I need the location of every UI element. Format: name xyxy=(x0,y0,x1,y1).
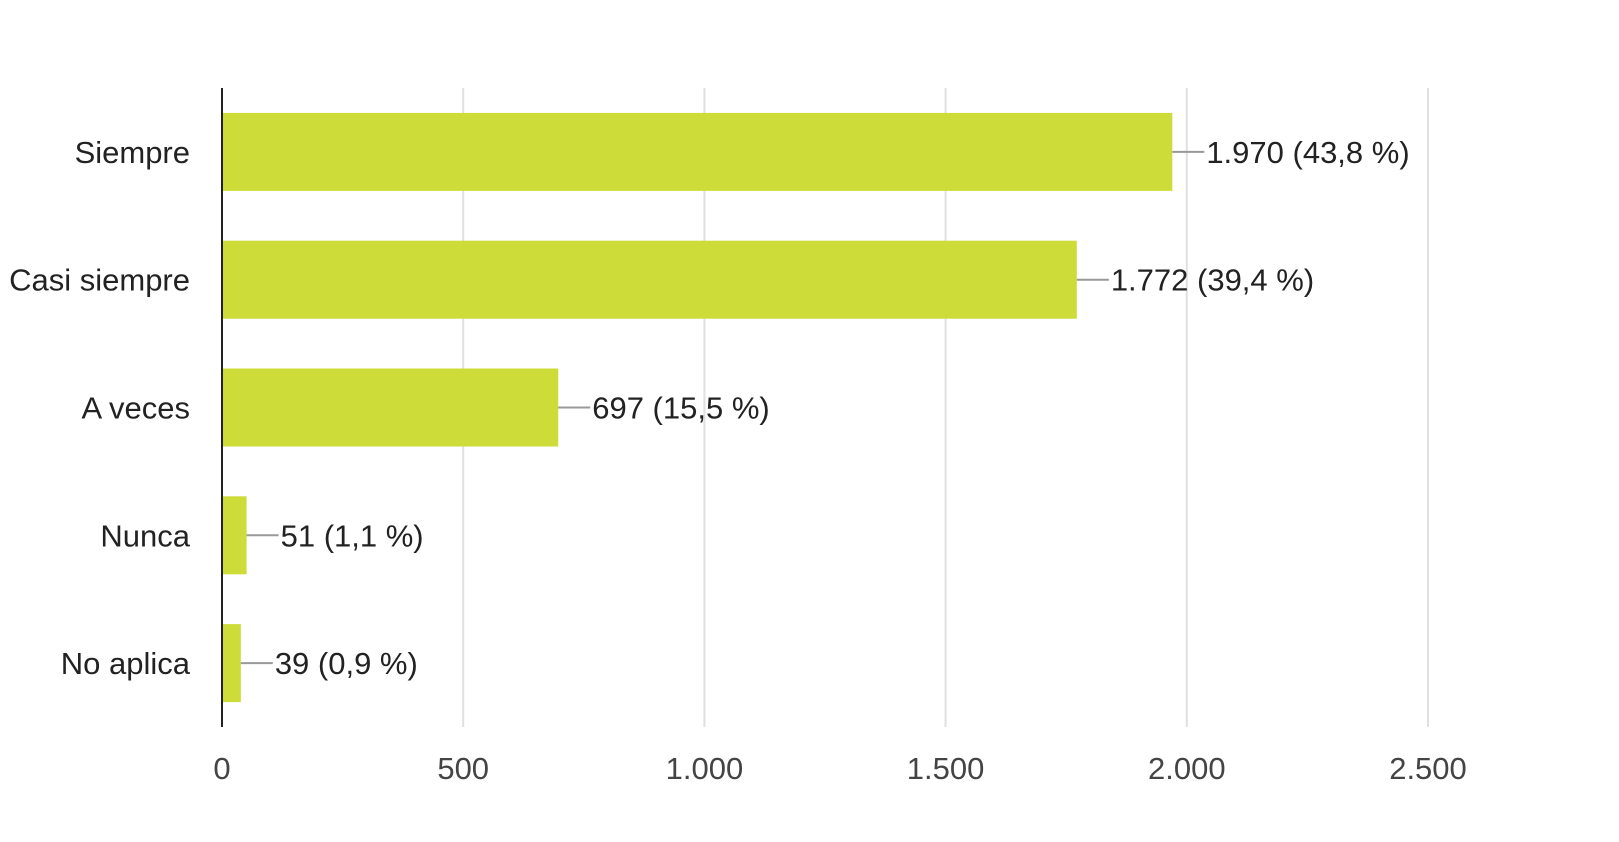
category-label: A veces xyxy=(81,391,190,426)
data-label: 1.772 (39,4 %) xyxy=(1111,263,1314,298)
category-label: Casi siempre xyxy=(9,263,190,298)
x-tick-label: 0 xyxy=(213,751,230,786)
bar xyxy=(222,496,247,575)
data-label: 39 (0,9 %) xyxy=(275,646,418,681)
bar xyxy=(222,368,559,447)
data-label: 697 (15,5 %) xyxy=(592,391,770,426)
data-label: 1.970 (43,8 %) xyxy=(1206,135,1409,170)
bar xyxy=(222,112,1173,191)
category-label: No aplica xyxy=(61,646,191,681)
bars xyxy=(222,112,1173,703)
bar xyxy=(222,240,1077,319)
x-tick-label: 500 xyxy=(437,751,489,786)
category-label: Siempre xyxy=(75,135,190,170)
x-tick-label: 2.000 xyxy=(1148,751,1226,786)
data-label: 51 (1,1 %) xyxy=(281,518,424,553)
x-tick-label: 1.500 xyxy=(907,751,985,786)
labels: 0 500 1.000 1.500 2.000 2.500 Siempre 1.970 (43… xyxy=(9,135,1467,786)
category-label: Nunca xyxy=(100,518,190,553)
x-tick-label: 1.000 xyxy=(666,751,744,786)
bar xyxy=(222,624,241,703)
grid-lines xyxy=(462,88,1429,727)
x-tick-label: 2.500 xyxy=(1389,751,1467,786)
